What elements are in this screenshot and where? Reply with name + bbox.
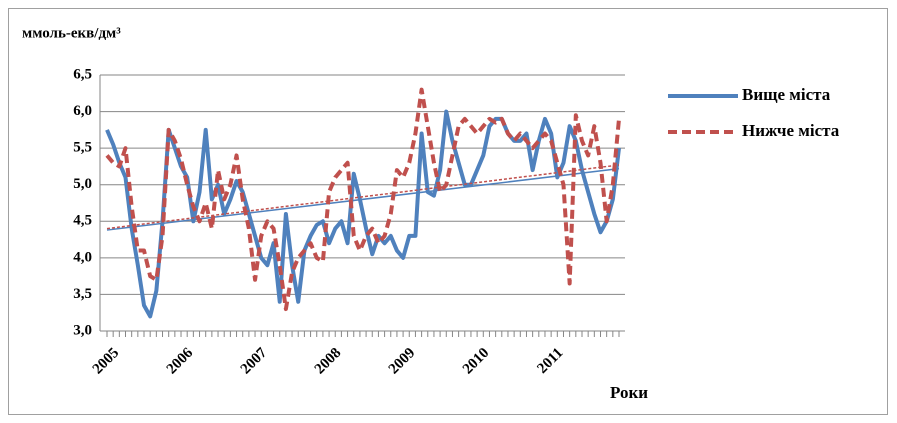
series-line bbox=[105, 87, 621, 312]
x-axis-label: Роки bbox=[610, 383, 648, 402]
y-tick-label: 4,5 bbox=[73, 213, 92, 229]
y-tick-label: 5,5 bbox=[73, 140, 92, 156]
y-tick-label: 3,0 bbox=[73, 322, 92, 338]
y-tick-label: 6,0 bbox=[73, 103, 92, 119]
legend-label: Нижче міста bbox=[742, 121, 840, 140]
legend-label: Вище міста bbox=[742, 85, 831, 104]
chart-border bbox=[8, 8, 888, 415]
trend-line bbox=[106, 164, 620, 230]
y-axis-label: ммоль-екв/дм³ bbox=[22, 25, 121, 41]
series-line bbox=[105, 109, 621, 319]
y-tick-label: 5,0 bbox=[73, 176, 92, 192]
y-tick-label: 3,5 bbox=[73, 286, 92, 302]
y-tick-label: 6,5 bbox=[73, 66, 92, 82]
trend-line bbox=[106, 167, 620, 231]
y-tick-label: 4,0 bbox=[73, 249, 92, 265]
